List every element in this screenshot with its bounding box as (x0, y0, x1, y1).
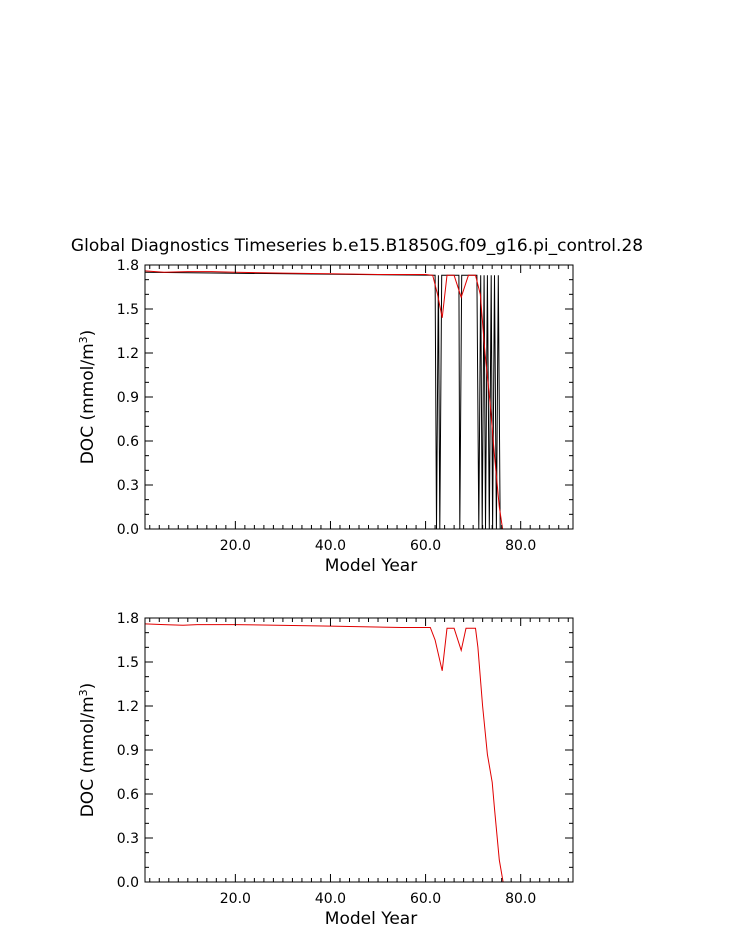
top-plot-frame (144, 264, 574, 530)
bottom-panel: 20.0 40.0 60.0 80.0 0.0 0.3 0.6 0.9 1.2 1.5 1.8 Mod… (77, 611, 574, 929)
bottom-xtick-label: 80.0 (505, 891, 536, 907)
top-ytick-label: 0.3 (117, 478, 139, 494)
top-xtick-label: 20.0 (220, 538, 251, 554)
top-series-0-line (144, 271, 573, 530)
bottom-series-0-line (144, 623, 504, 883)
bottom-y-axis-label: DOC (mmol/m3) (77, 683, 98, 818)
top-panel: 20.0 40.0 60.0 80.0 0.0 0.3 0.6 0.9 1.2 1.5 1.8 Mod… (77, 258, 574, 576)
bottom-xtick-label: 60.0 (410, 891, 441, 907)
bottom-ytick-label: 1.5 (117, 655, 139, 671)
bottom-xtick-label: 40.0 (315, 891, 346, 907)
bottom-ytick-label: 1.8 (117, 611, 139, 627)
top-xtick-label: 40.0 (315, 538, 346, 554)
top-y-axis-label: DOC (mmol/m3) (77, 330, 98, 465)
bottom-ytick-label: 0.0 (117, 875, 139, 891)
top-ytick-label: 0.9 (117, 390, 139, 406)
top-ytick-label: 1.8 (117, 258, 139, 274)
bottom-ytick-label: 1.2 (117, 699, 139, 715)
top-ytick-label: 0.0 (117, 522, 139, 538)
top-ytick-label: 1.2 (117, 346, 139, 362)
bottom-ytick-label: 0.9 (117, 743, 139, 759)
top-xtick-label: 80.0 (505, 538, 536, 554)
bottom-ytick-label: 0.3 (117, 831, 139, 847)
bottom-ytick-label: 0.6 (117, 787, 139, 803)
bottom-x-axis-label: Model Year (325, 909, 417, 929)
top-ytick-label: 0.6 (117, 434, 139, 450)
top-x-axis-label: Model Year (325, 556, 417, 576)
bottom-plot-frame (144, 617, 574, 883)
bottom-xtick-label: 20.0 (220, 891, 251, 907)
chart-title: Global Diagnostics Timeseries b.e15.B185… (71, 236, 643, 256)
top-xtick-label: 60.0 (410, 538, 441, 554)
top-series-1-line (144, 270, 573, 530)
top-ytick-label: 1.5 (117, 302, 139, 318)
